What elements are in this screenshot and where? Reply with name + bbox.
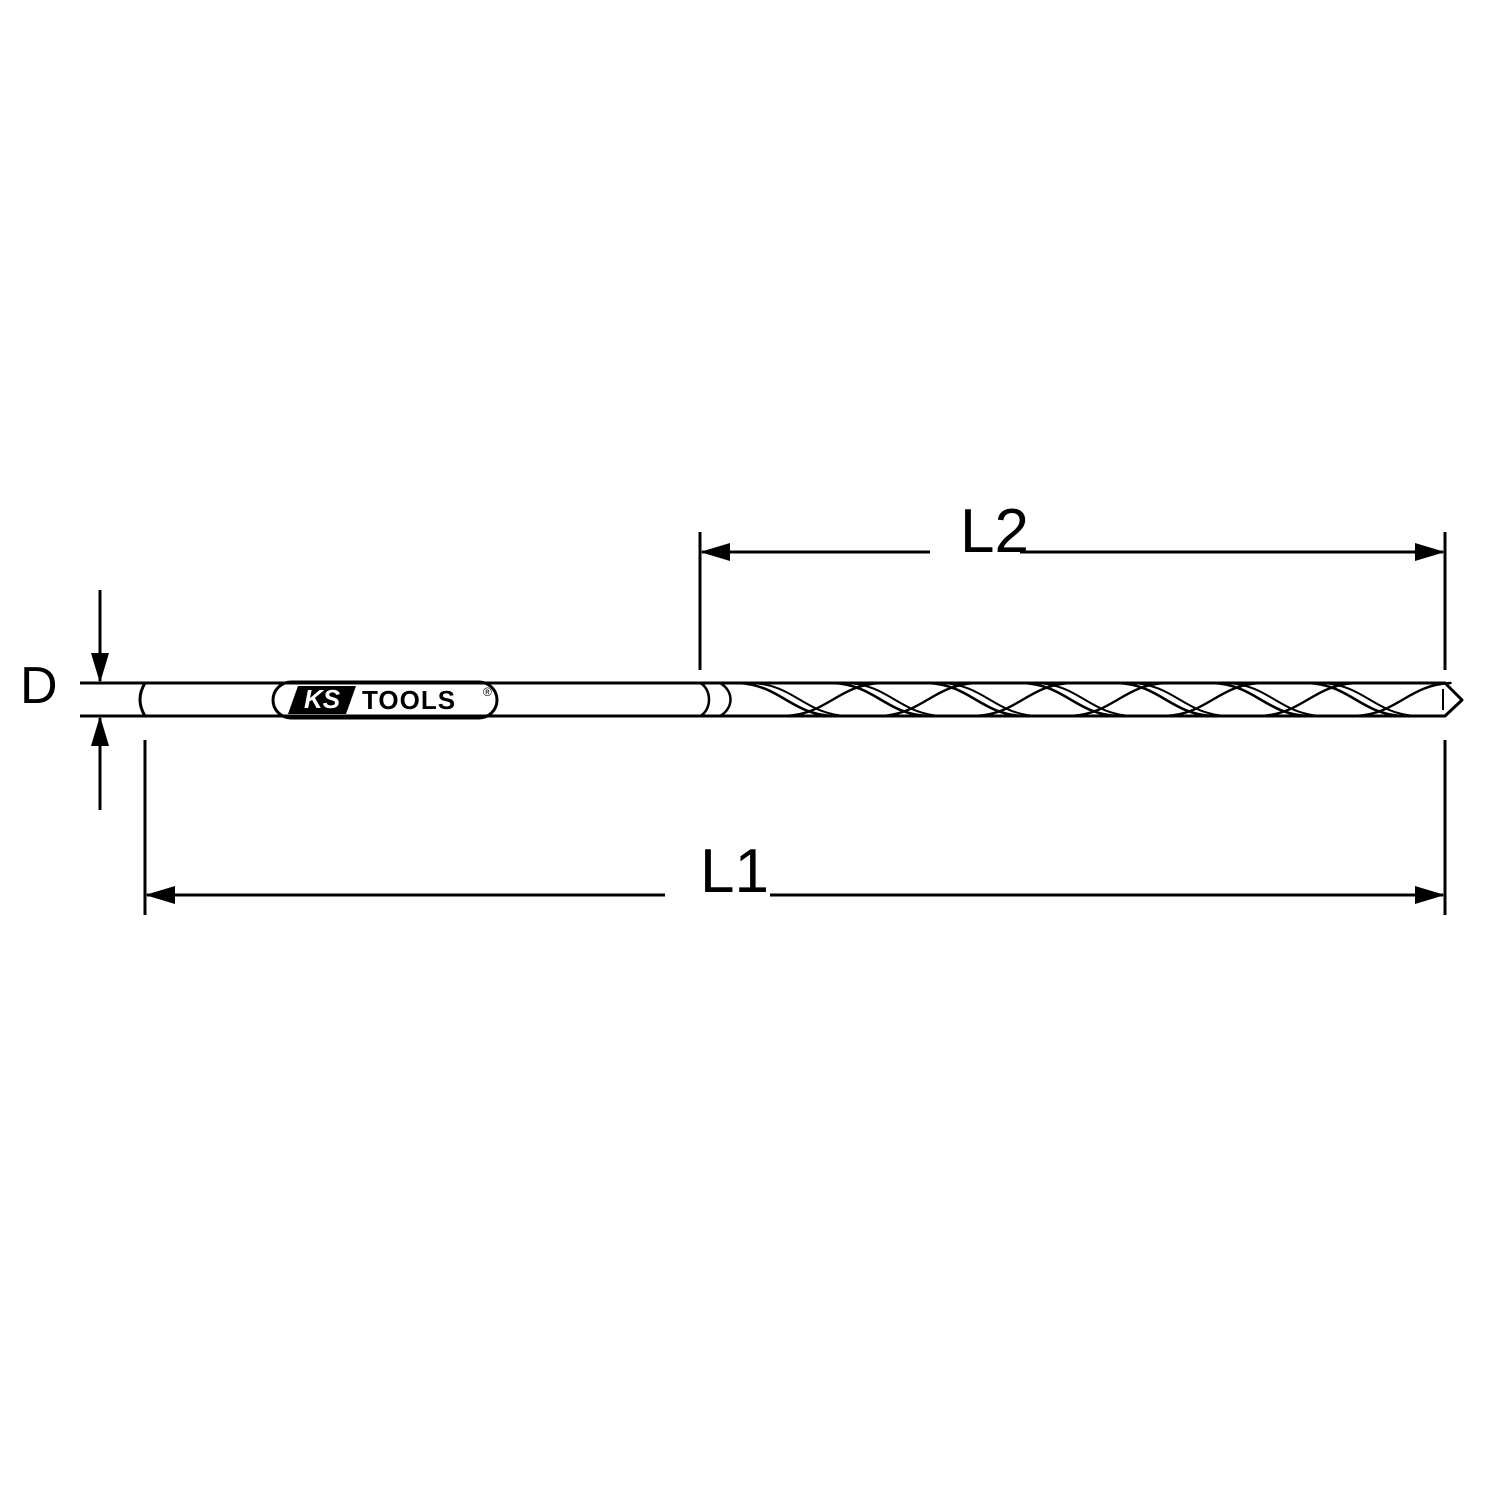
- dimension-label-d: D: [20, 656, 58, 716]
- brand-ks-text: KS: [304, 684, 341, 714]
- dimension-label-l1: L1: [700, 836, 769, 907]
- technical-drawing-svg: KS TOOLS ®: [0, 0, 1500, 1500]
- brand-registered-icon: ®: [483, 685, 492, 699]
- diagram-canvas: KS TOOLS ® D L1 L2: [0, 0, 1500, 1500]
- dimension-label-l2: L2: [960, 496, 1029, 567]
- brand-tools-text: TOOLS: [362, 685, 456, 715]
